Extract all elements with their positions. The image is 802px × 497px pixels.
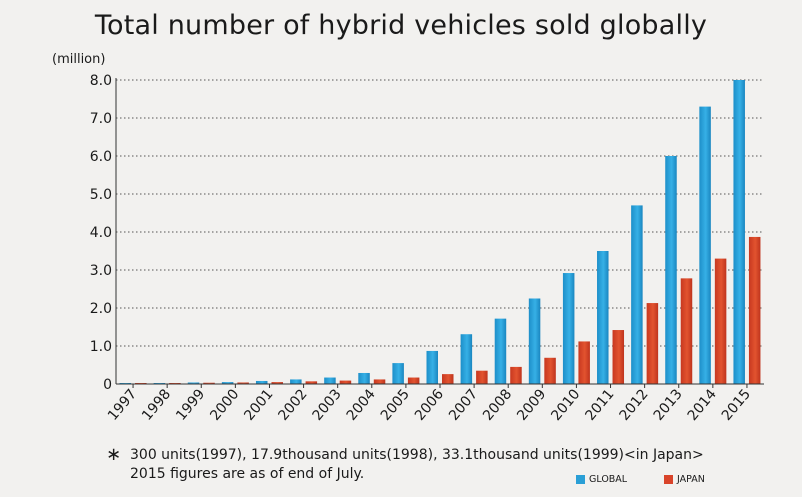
x-tick-label-2012: 2012 [617,386,652,424]
y-tick-label: 8.0 [90,73,112,89]
bar-japan-2011 [612,330,625,384]
bar-japan-2006 [442,374,454,384]
bar-global-2005 [392,363,404,384]
bar-global-2008 [494,318,507,384]
y-tick-label: 1.0 [90,339,112,355]
legend-swatch-japan [664,475,673,484]
bar-global-1999 [187,382,200,384]
bar-global-2002 [290,379,302,384]
bar-japan-2003 [339,380,352,384]
bar-japan-2007 [476,370,488,384]
legend-label-global: GLOBAL [589,474,628,485]
y-tick-label: 7.0 [90,111,112,127]
bar-global-2012 [631,205,643,384]
bar-japan-2008 [510,366,522,384]
bar-global-2010 [562,273,575,384]
y-tick-label: 2.0 [90,301,112,317]
bar-global-2014 [699,106,711,384]
y-tick-label: 5.0 [90,187,112,203]
bar-global-2006 [426,350,438,384]
x-tick-label-2014: 2014 [685,386,720,424]
bar-global-2004 [358,372,370,384]
x-tick-label-2015: 2015 [719,386,754,424]
bar-japan-2002 [305,381,318,384]
bar-japan-1999 [203,382,215,384]
x-tick-label-2006: 2006 [412,386,447,424]
bar-japan-2000 [237,382,249,384]
y-tick-label: 3.0 [90,263,112,279]
legend-label-japan: JAPAN [677,474,705,485]
bar-japan-2012 [646,303,659,384]
y-axis-unit-label: (million) [52,52,106,67]
y-tick-label: 4.0 [90,225,112,241]
bar-global-2007 [460,334,473,384]
x-tick-label-2013: 2013 [651,386,686,424]
x-tick-label-2008: 2008 [480,386,515,424]
bar-global-2000 [221,382,234,384]
y-tick-label: 0 [103,377,112,393]
x-tick-label-2007: 2007 [446,386,481,424]
bar-japan-2005 [407,377,420,384]
bar-global-2015 [733,80,745,384]
bar-japan-2014 [714,258,727,384]
legend-item-global: GLOBAL [576,474,627,485]
footnote-line-1: 300 units(1997), 17.9thousand units(1998… [130,447,704,463]
bar-global-2003 [324,377,336,384]
y-tick-label: 6.0 [90,149,112,165]
bar-japan-2010 [578,341,590,384]
footnote-line-2: 2015 figures are as of end of July. [130,466,365,482]
x-tick-label-1999: 1999 [173,386,208,424]
bar-global-2001 [255,380,268,384]
x-tick-label-2000: 2000 [207,386,242,424]
x-tick-label-2010: 2010 [548,386,583,424]
chart-title: Total number of hybrid vehicles sold glo… [94,10,708,41]
asterisk-icon: ∗ [106,444,122,465]
legend-item-japan: JAPAN [664,474,705,485]
x-tick-label-2002: 2002 [275,386,310,424]
x-tick-label-2004: 2004 [344,386,379,424]
x-tick-label-2005: 2005 [378,386,413,424]
bar-global-2013 [665,156,677,384]
bar-japan-2001 [271,382,283,384]
footnote: ∗ 300 units(1997), 17.9thousand units(19… [106,445,704,484]
bar-japan-2013 [680,278,693,384]
bar-global-2011 [597,251,609,384]
x-tick-label-2001: 2001 [241,386,276,424]
bar-global-2009 [528,298,541,384]
x-tick-label-2003: 2003 [310,386,345,424]
bar-japan-2004 [373,379,386,384]
x-tick-label-2011: 2011 [582,386,617,424]
bar-japan-2015 [748,236,761,384]
x-tick-label-1998: 1998 [139,386,174,424]
x-tick-label-2009: 2009 [514,386,549,424]
bar-japan-2009 [544,357,556,384]
legend-swatch-global [576,475,585,484]
